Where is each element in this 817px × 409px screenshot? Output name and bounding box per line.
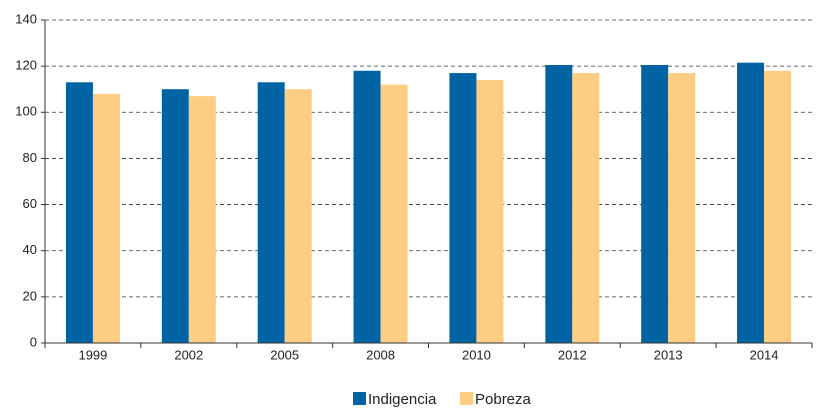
bar xyxy=(284,89,312,343)
legend-label: Indigencia xyxy=(368,391,437,408)
y-tick-label: 40 xyxy=(23,242,37,257)
y-tick-label: 20 xyxy=(23,288,37,303)
bar xyxy=(476,79,504,343)
x-tick-label: 2010 xyxy=(462,347,491,362)
bar xyxy=(449,73,477,344)
bar xyxy=(65,82,93,344)
x-tick-label: 1999 xyxy=(78,347,107,362)
x-tick-label: 2014 xyxy=(750,347,779,362)
y-tick-label: 100 xyxy=(15,104,37,119)
bar xyxy=(92,93,120,343)
bar xyxy=(380,84,408,343)
x-tick-label: 2013 xyxy=(654,347,683,362)
legend-swatch xyxy=(353,392,366,405)
x-tick-label: 2002 xyxy=(174,347,203,362)
y-tick-label: 0 xyxy=(30,334,37,349)
bar xyxy=(353,70,381,343)
bar xyxy=(737,62,765,344)
bar xyxy=(641,64,669,343)
bar xyxy=(545,64,573,343)
bar xyxy=(764,70,792,343)
bar xyxy=(257,82,285,344)
bar xyxy=(572,73,600,344)
y-tick-label: 80 xyxy=(23,150,37,165)
y-tick-label: 60 xyxy=(23,196,37,211)
legend-swatch xyxy=(460,392,473,405)
legend-label: Pobreza xyxy=(475,391,532,408)
x-tick-label: 2005 xyxy=(270,347,299,362)
bar xyxy=(188,96,216,343)
x-tick-label: 2008 xyxy=(366,347,395,362)
bar xyxy=(668,73,696,344)
bar xyxy=(161,89,189,343)
y-tick-label: 120 xyxy=(15,58,37,73)
x-tick-label: 2012 xyxy=(558,347,587,362)
y-tick-label: 140 xyxy=(15,11,37,26)
